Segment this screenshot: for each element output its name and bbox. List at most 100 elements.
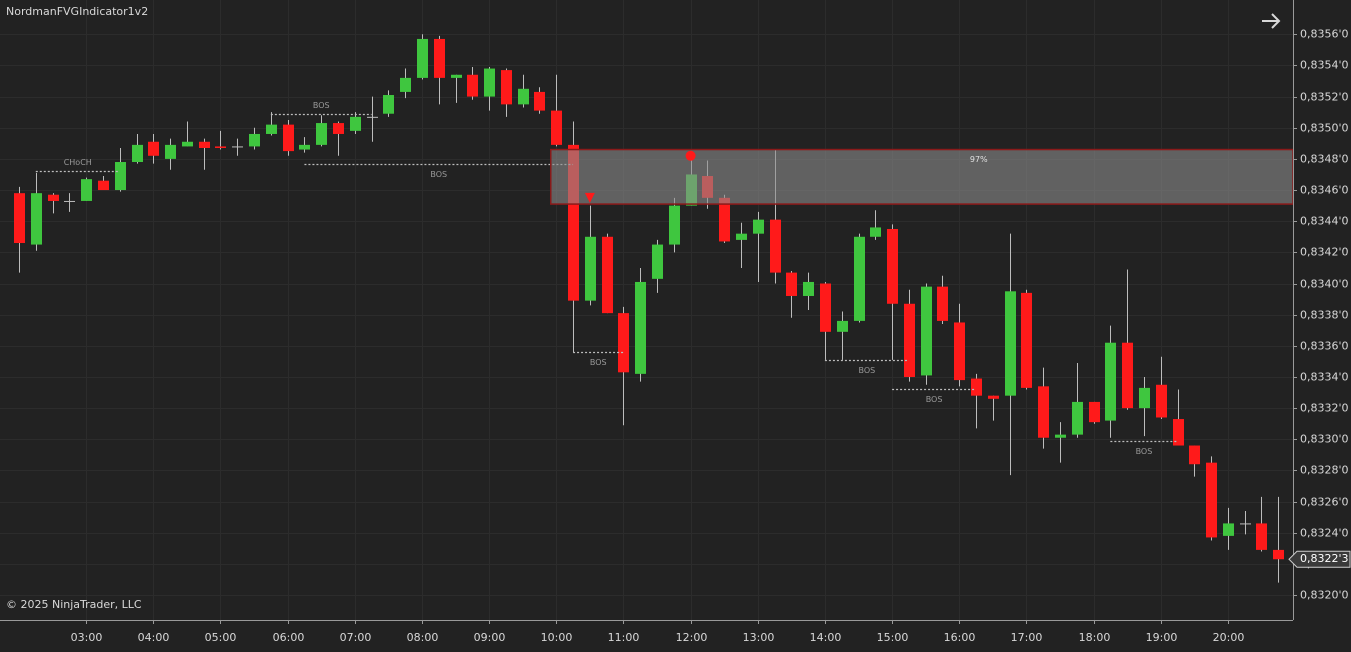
candle-body <box>199 141 210 148</box>
candle-body <box>165 144 176 159</box>
candle-body <box>585 236 596 301</box>
candle-body <box>854 236 865 321</box>
candle-body <box>14 193 25 244</box>
structure-label: BOS <box>926 395 943 404</box>
candle-body <box>81 179 92 201</box>
y-tick-label: 0,8342'0 <box>1300 246 1349 259</box>
candle-body <box>1273 549 1284 560</box>
y-tick-label: 0,8334'0 <box>1300 371 1349 384</box>
x-tick-label: 14:00 <box>810 631 842 644</box>
candle-body <box>988 395 999 399</box>
x-tick-label: 20:00 <box>1213 631 1245 644</box>
chart-title: NordmanFVGIndicator1v2 <box>6 5 148 18</box>
x-tick-label: 06:00 <box>273 631 305 644</box>
candle-body <box>1223 523 1234 536</box>
candle-body <box>736 233 747 240</box>
candle-body <box>786 272 797 296</box>
x-tick-label: 15:00 <box>877 631 909 644</box>
y-tick-label: 0,8338'0 <box>1300 309 1349 322</box>
y-tick-label: 0,8340'0 <box>1300 278 1349 291</box>
candle-body <box>1038 386 1049 438</box>
candle-body <box>132 144 143 163</box>
y-tick-label: 0,8354'0 <box>1300 59 1349 72</box>
candle-body <box>48 194 59 201</box>
last-price-tag <box>1288 550 1351 568</box>
x-tick-label: 13:00 <box>743 631 775 644</box>
candle-body <box>266 124 277 134</box>
candle-body <box>635 281 646 374</box>
y-tick-label: 0,8326'0 <box>1300 496 1349 509</box>
candle-body <box>1156 384 1167 418</box>
candle-body <box>551 110 562 145</box>
y-tick-label: 0,8324'0 <box>1300 527 1349 540</box>
candle-body <box>1005 291 1016 396</box>
x-tick-label: 10:00 <box>541 631 573 644</box>
x-tick-label: 11:00 <box>608 631 640 644</box>
candle-body <box>283 124 294 152</box>
candle-body <box>316 123 327 145</box>
candle-body <box>467 74 478 97</box>
candle-body <box>719 197 730 242</box>
candle-body <box>518 88 529 105</box>
y-tick-label: 0,8328'0 <box>1300 464 1349 477</box>
candle-body <box>417 38 428 78</box>
candle-body <box>148 141 159 156</box>
x-tick-label: 07:00 <box>340 631 372 644</box>
candle-body <box>1173 419 1184 446</box>
y-tick-label: 0,8350'0 <box>1300 122 1349 135</box>
candle-body <box>1021 292 1032 388</box>
candle-body <box>937 286 948 321</box>
y-tick-label: 0,8352'0 <box>1300 91 1349 104</box>
candle-body <box>669 205 680 245</box>
candle-body <box>921 286 932 376</box>
x-tick-label: 17:00 <box>1011 631 1043 644</box>
navigate-arrow[interactable] <box>1262 13 1281 29</box>
x-tick-label: 12:00 <box>676 631 708 644</box>
candle-body <box>954 322 965 381</box>
candle-body <box>652 244 663 279</box>
candle-body <box>31 193 42 245</box>
candle-body <box>367 116 378 118</box>
candle-body <box>803 281 814 296</box>
candle-body <box>820 283 831 332</box>
candle-body <box>1256 523 1267 550</box>
candle-body <box>215 146 226 148</box>
x-tick-label: 16:00 <box>944 631 976 644</box>
candle-body <box>64 200 75 202</box>
x-tick-label: 05:00 <box>205 631 237 644</box>
fvg-zone <box>550 148 1294 205</box>
candle-body <box>232 146 243 148</box>
candle-body <box>753 219 764 234</box>
candle-body <box>837 320 848 332</box>
structure-label: BOS <box>430 170 447 179</box>
candle-body <box>299 144 310 150</box>
candle-body <box>383 95 394 114</box>
y-tick-label: 0,8336'0 <box>1300 340 1349 353</box>
structure-label: BOS <box>590 358 607 367</box>
candle-body <box>887 228 898 304</box>
y-tick-label: 0,8348'0 <box>1300 153 1349 166</box>
candle-body <box>870 227 881 237</box>
candle-body <box>568 144 579 301</box>
candle-body <box>1089 401 1100 423</box>
y-tick-label: 0,8344'0 <box>1300 215 1349 228</box>
signal-dot <box>685 150 696 161</box>
candle-body <box>1105 342 1116 421</box>
structure-label: BOS <box>859 366 876 375</box>
y-tick-label: 0,8332'0 <box>1300 402 1349 415</box>
plot-area: CHoCH BOS BOS BOS BOS BOS BOS 97% <box>14 34 1294 583</box>
candle-body <box>602 236 613 314</box>
candle-body <box>484 68 495 97</box>
fvg-label: 97% <box>970 155 988 164</box>
candle-body <box>1122 342 1133 409</box>
candle-body <box>770 219 781 273</box>
candle-body <box>618 313 629 373</box>
x-tick-label: 09:00 <box>474 631 506 644</box>
axes: 0,8320'00,8322'00,8324'00,8326'00,8328'0… <box>71 28 1351 644</box>
y-tick-label: 0,8356'0 <box>1300 28 1349 41</box>
copyright: © 2025 NinjaTrader, LLC <box>6 598 142 611</box>
candle-body <box>249 133 260 147</box>
x-tick-label: 18:00 <box>1079 631 1111 644</box>
